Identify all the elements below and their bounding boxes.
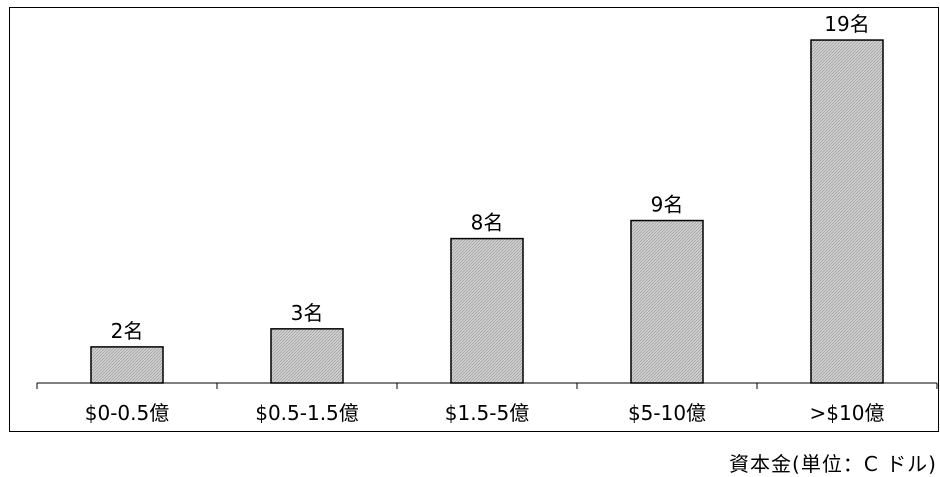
x-tick-label: $1.5-5億 — [445, 401, 529, 425]
x-tick-label: $0.5-1.5億 — [255, 401, 359, 425]
x-tick-label: >$10億 — [810, 401, 885, 425]
x-axis-unit-label: 資本金(単位：C ドル) — [729, 452, 937, 476]
bar — [810, 39, 884, 384]
bar — [630, 219, 704, 384]
bar-data-label: 19名 — [824, 12, 869, 36]
chart-frame — [9, 7, 939, 432]
x-tick-label: $0-0.5億 — [85, 401, 169, 425]
bar-data-label: 8名 — [471, 211, 504, 235]
x-tick-label: $5-10億 — [628, 401, 706, 425]
bar — [270, 328, 344, 384]
bar-data-label: 2名 — [111, 319, 144, 343]
bar — [450, 237, 524, 384]
bar-data-label: 3名 — [291, 301, 324, 325]
bar — [90, 346, 164, 384]
bar-data-label: 9名 — [651, 193, 684, 217]
